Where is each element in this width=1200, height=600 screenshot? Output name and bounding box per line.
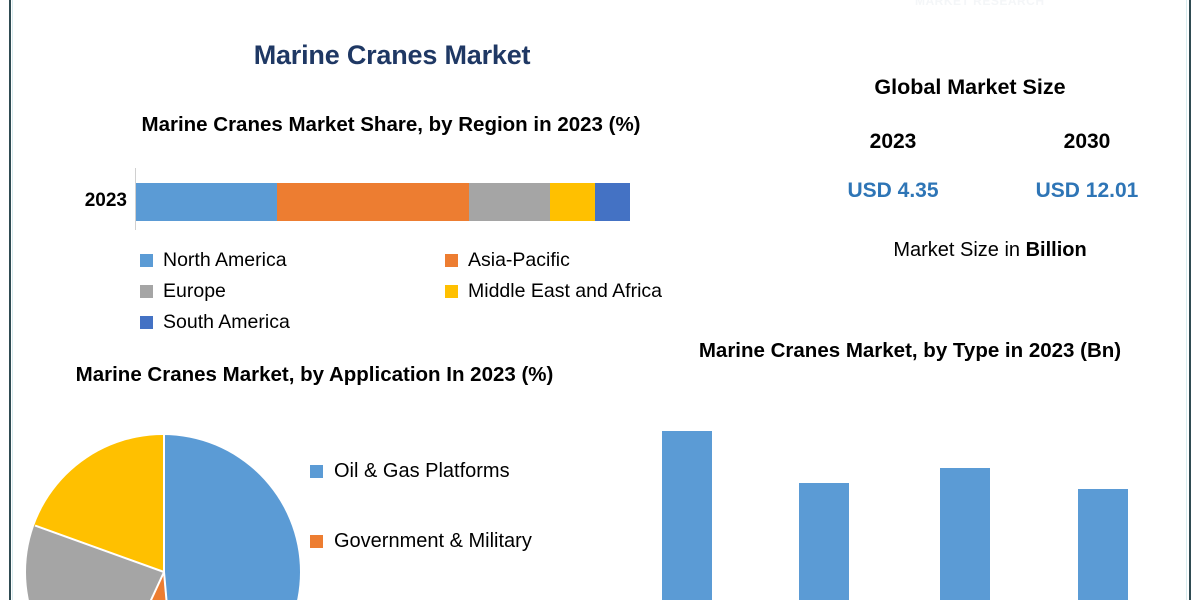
page-title: Marine Cranes Market — [253, 40, 531, 70]
region-bar-segment — [469, 183, 551, 221]
global-market-size-unit: Market Size in Billion — [790, 239, 1190, 262]
unit-prefix: Market Size in — [893, 239, 1026, 261]
region-legend-label: Middle East and Africa — [468, 280, 663, 302]
region-bar-segment — [136, 183, 277, 221]
frame-border-left — [9, 0, 11, 600]
region-legend-label: Europe — [163, 280, 226, 302]
region-bar-segment — [276, 183, 470, 221]
region-chart-title: Marine Cranes Market Share, by Region in… — [141, 113, 641, 136]
type-bar — [662, 431, 712, 600]
application-legend-item: Government & Military — [310, 530, 532, 553]
pie-slice-divider — [163, 435, 165, 572]
application-legend-label: Government & Military — [334, 530, 532, 552]
type-chart-title: Marine Cranes Market, by Type in 2023 (B… — [698, 339, 1122, 362]
region-legend-label: Asia-Pacific — [468, 249, 570, 271]
frame-border-right — [1189, 0, 1191, 600]
legend-swatch-icon — [310, 535, 323, 548]
region-legend-label: North America — [163, 249, 287, 271]
region-stacked-bar-chart: 2023 — [55, 168, 630, 236]
region-legend-item: Middle East and Africa — [445, 280, 662, 303]
legend-swatch-icon — [140, 316, 153, 329]
region-legend-label: South America — [163, 311, 290, 333]
type-bar — [1078, 489, 1128, 600]
region-category-label: 2023 — [84, 190, 127, 211]
frame-border-left-inner — [12, 0, 13, 600]
unit-bold: Billion — [1025, 239, 1087, 261]
region-chart-legend: North America Asia-Pacific Europe Middle Ea… — [140, 249, 700, 339]
global-market-size-year-2030: 2030 — [1063, 130, 1111, 153]
global-market-size-title: Global Market Size — [874, 75, 1066, 99]
frame-border-right-inner — [1186, 0, 1187, 600]
region-legend-item: North America — [140, 249, 287, 272]
application-legend-item: Oil & Gas Platforms — [310, 460, 510, 483]
application-pie-chart — [26, 435, 300, 600]
type-bar — [799, 483, 849, 600]
type-bar-chart — [640, 412, 1180, 600]
region-chart-axis — [135, 168, 136, 230]
region-legend-item: Asia-Pacific — [445, 249, 570, 272]
region-bar-segment — [594, 183, 630, 221]
legend-swatch-icon — [445, 254, 458, 267]
legend-swatch-icon — [140, 254, 153, 267]
top-watermark: MARKET RESEARCH — [915, 0, 1045, 8]
region-legend-item: Europe — [140, 280, 226, 303]
global-market-size-year-2023: 2023 — [869, 130, 917, 153]
global-market-size-value-2030: USD 12.01 — [1035, 179, 1139, 202]
legend-swatch-icon — [310, 465, 323, 478]
application-chart-title: Marine Cranes Market, by Application In … — [75, 363, 554, 386]
legend-swatch-icon — [140, 285, 153, 298]
region-stacked-bar — [136, 183, 630, 221]
legend-swatch-icon — [445, 285, 458, 298]
application-legend-label: Oil & Gas Platforms — [334, 460, 510, 482]
type-bar — [940, 468, 990, 600]
region-legend-item: South America — [140, 311, 290, 334]
global-market-size-value-2023: USD 4.35 — [847, 179, 939, 202]
region-bar-segment — [550, 183, 595, 221]
